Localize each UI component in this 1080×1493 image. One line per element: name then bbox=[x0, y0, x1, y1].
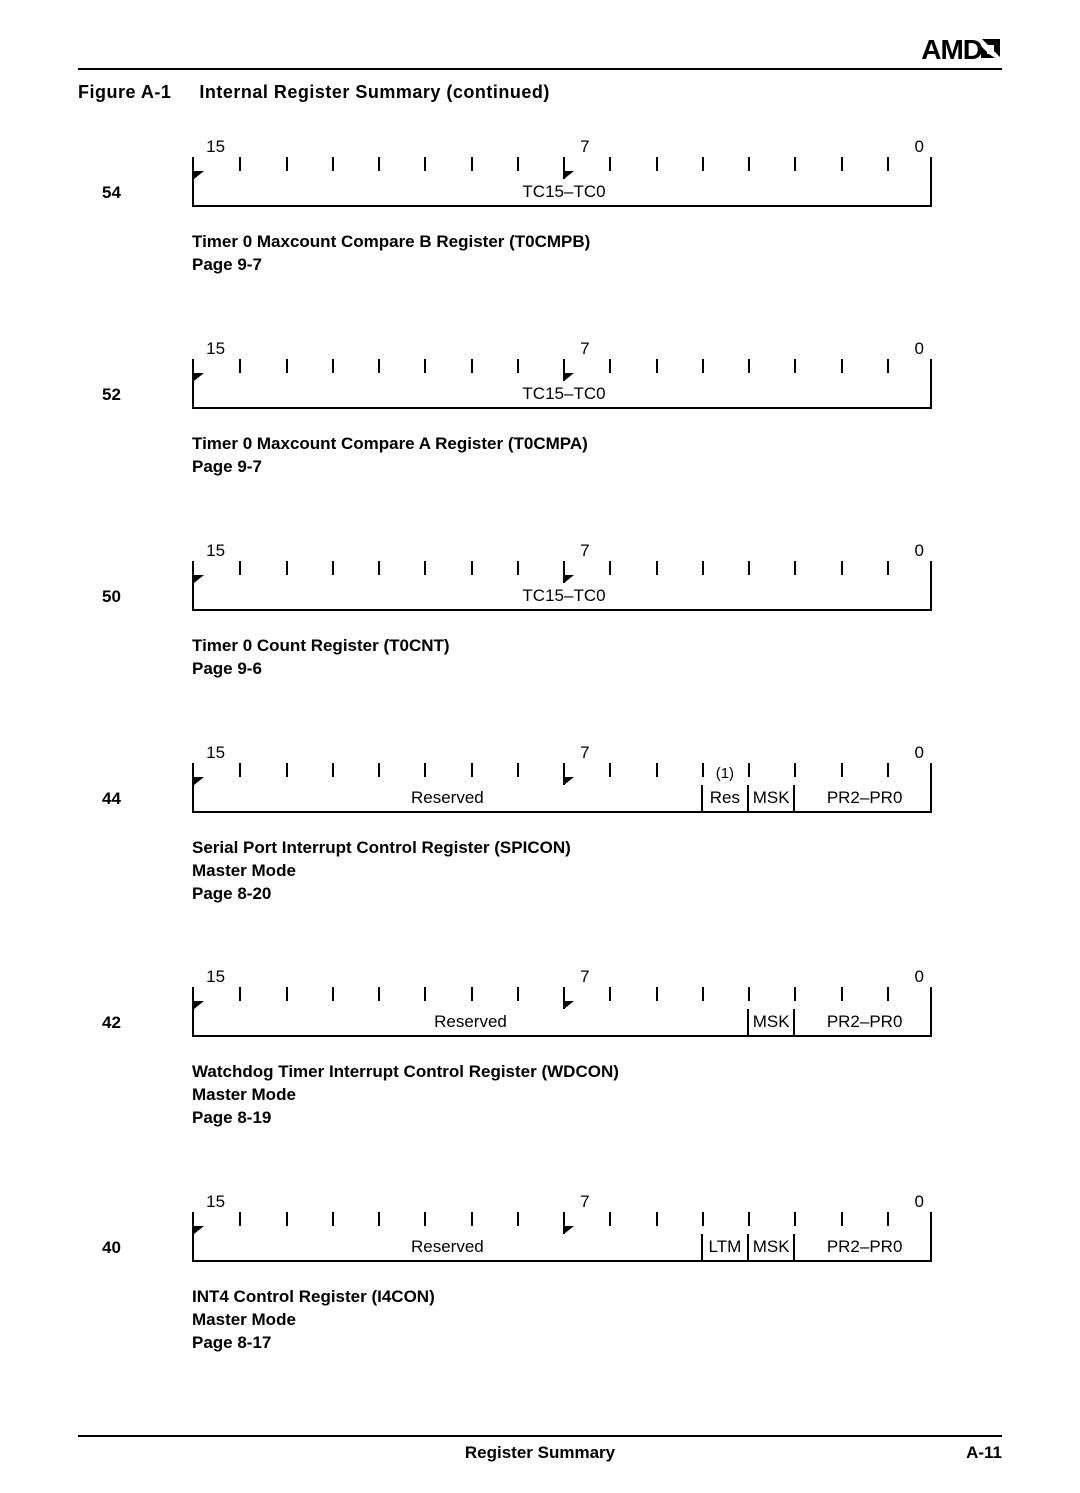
bit-ruler bbox=[192, 157, 932, 179]
field-label: PR2–PR0 bbox=[827, 788, 903, 808]
amd-logo: AMD bbox=[921, 34, 1002, 66]
register-diagram: 1570 TC15–TC0 bbox=[192, 541, 932, 611]
field-note: (1) bbox=[703, 765, 747, 782]
register-block: 40 1570 Reserved LTM MSK PR2–PR0 INT4 Control … bbox=[78, 1192, 1002, 1355]
register-block: 42 1570 Reserved MSK PR2–PR0 Watchdog Timer I… bbox=[78, 967, 1002, 1130]
caption-line: Watchdog Timer Interrupt Control Registe… bbox=[192, 1061, 1002, 1084]
register-caption: Timer 0 Maxcount Compare A Register (T0C… bbox=[192, 433, 1002, 479]
field-cell: PR2–PR0 bbox=[795, 1234, 934, 1260]
field-row: TC15–TC0 bbox=[192, 381, 932, 409]
caption-line: Serial Port Interrupt Control Register (… bbox=[192, 837, 1002, 860]
figure-title-text: Internal Register Summary (continued) bbox=[199, 82, 550, 102]
page-footer: Register Summary A-11 bbox=[78, 1435, 1002, 1463]
field-cell: MSK bbox=[749, 1234, 795, 1260]
register-offset: 42 bbox=[102, 1013, 121, 1033]
logo-text: AMD bbox=[921, 34, 982, 65]
field-label: TC15–TC0 bbox=[522, 384, 605, 404]
caption-line: Page 8-17 bbox=[192, 1332, 1002, 1355]
field-label: MSK bbox=[753, 1012, 790, 1032]
field-label: PR2–PR0 bbox=[827, 1237, 903, 1257]
field-label: Reserved bbox=[411, 1237, 484, 1257]
register-offset: 40 bbox=[102, 1238, 121, 1258]
caption-line: Page 8-19 bbox=[192, 1107, 1002, 1130]
register-diagram: 1570ReservedRes(1)MSKPR2–PR0 bbox=[192, 743, 932, 813]
field-row: Reserved MSK PR2–PR0 bbox=[192, 1009, 932, 1037]
register-caption: Timer 0 Maxcount Compare B Register (T0C… bbox=[192, 231, 1002, 277]
bit-labels: 1570 bbox=[192, 1192, 932, 1212]
register-caption: Serial Port Interrupt Control Register (… bbox=[192, 837, 1002, 906]
register-diagram: 1570 Reserved LTM MSK PR2–PR0 bbox=[192, 1192, 932, 1262]
figure-label: Figure A-1 bbox=[78, 82, 171, 102]
field-cell: LTM bbox=[703, 1234, 749, 1260]
field-label: MSK bbox=[753, 788, 790, 808]
register-block: 52 1570 TC15–TC0 Timer 0 Maxcount Compare A… bbox=[78, 339, 1002, 479]
field-cell: Reserved bbox=[194, 785, 703, 811]
bit-ruler bbox=[192, 987, 932, 1009]
field-cell: Reserved bbox=[194, 1009, 749, 1035]
field-cell: PR2–PR0 bbox=[795, 785, 934, 811]
register-diagram: 1570 TC15–TC0 bbox=[192, 339, 932, 409]
caption-line: Page 9-6 bbox=[192, 658, 1002, 681]
register-block: 441570ReservedRes(1)MSKPR2–PR0Serial Por… bbox=[78, 743, 1002, 906]
caption-line: Timer 0 Maxcount Compare A Register (T0C… bbox=[192, 433, 1002, 456]
bit-labels: 1570 bbox=[192, 137, 932, 157]
caption-line: Page 9-7 bbox=[192, 456, 1002, 479]
field-row: TC15–TC0 bbox=[192, 583, 932, 611]
field-label: Reserved bbox=[434, 1012, 507, 1032]
register-diagram: 1570 Reserved MSK PR2–PR0 bbox=[192, 967, 932, 1037]
register-block: 54 1570 TC15–TC0 Timer 0 Maxcount Compare B… bbox=[78, 137, 1002, 277]
field-cell: MSK bbox=[749, 785, 795, 811]
amd-arrow-icon bbox=[980, 34, 1002, 66]
field-row: Reserved Res(1)MSK PR2–PR0 bbox=[192, 785, 932, 813]
field-label: Reserved bbox=[411, 788, 484, 808]
field-row: Reserved LTM MSK PR2–PR0 bbox=[192, 1234, 932, 1262]
caption-line: Page 9-7 bbox=[192, 254, 1002, 277]
caption-line: Timer 0 Maxcount Compare B Register (T0C… bbox=[192, 231, 1002, 254]
field-label: PR2–PR0 bbox=[827, 1012, 903, 1032]
field-cell: PR2–PR0 bbox=[795, 1009, 934, 1035]
register-caption: Timer 0 Count Register (T0CNT)Page 9-6 bbox=[192, 635, 1002, 681]
register-block: 50 1570 TC15–TC0 Timer 0 Count Register (T0… bbox=[78, 541, 1002, 681]
caption-line: INT4 Control Register (I4CON) bbox=[192, 1286, 1002, 1309]
caption-line: Master Mode bbox=[192, 1084, 1002, 1107]
caption-line: Page 8-20 bbox=[192, 883, 1002, 906]
field-cell: TC15–TC0 bbox=[194, 583, 934, 609]
register-offset: 44 bbox=[102, 789, 121, 809]
field-label: TC15–TC0 bbox=[522, 182, 605, 202]
bit-ruler bbox=[192, 561, 932, 583]
field-row: TC15–TC0 bbox=[192, 179, 932, 207]
caption-line: Master Mode bbox=[192, 860, 1002, 883]
caption-line: Timer 0 Count Register (T0CNT) bbox=[192, 635, 1002, 658]
caption-line: Master Mode bbox=[192, 1309, 1002, 1332]
field-cell: Res(1) bbox=[703, 785, 749, 811]
bit-labels: 1570 bbox=[192, 541, 932, 561]
bit-ruler bbox=[192, 763, 932, 785]
field-label: TC15–TC0 bbox=[522, 586, 605, 606]
field-label: Res bbox=[710, 788, 740, 808]
bit-labels: 1570 bbox=[192, 967, 932, 987]
figure-title: Figure A-1 Internal Register Summary (con… bbox=[78, 82, 1002, 103]
bit-ruler bbox=[192, 1212, 932, 1234]
field-label: MSK bbox=[753, 1237, 790, 1257]
footer-right: A-11 bbox=[966, 1443, 1002, 1463]
register-caption: INT4 Control Register (I4CON)Master Mode… bbox=[192, 1286, 1002, 1355]
bit-labels: 1570 bbox=[192, 743, 932, 763]
header: AMD bbox=[78, 34, 1002, 70]
field-cell: Reserved bbox=[194, 1234, 703, 1260]
field-cell: TC15–TC0 bbox=[194, 381, 934, 407]
field-label: LTM bbox=[709, 1237, 742, 1257]
register-diagram: 1570 TC15–TC0 bbox=[192, 137, 932, 207]
register-offset: 50 bbox=[102, 587, 121, 607]
bit-ruler bbox=[192, 359, 932, 381]
register-offset: 52 bbox=[102, 385, 121, 405]
bit-labels: 1570 bbox=[192, 339, 932, 359]
field-cell: TC15–TC0 bbox=[194, 179, 934, 205]
register-caption: Watchdog Timer Interrupt Control Registe… bbox=[192, 1061, 1002, 1130]
footer-center: Register Summary bbox=[78, 1443, 1002, 1463]
register-offset: 54 bbox=[102, 183, 121, 203]
field-cell: MSK bbox=[749, 1009, 795, 1035]
